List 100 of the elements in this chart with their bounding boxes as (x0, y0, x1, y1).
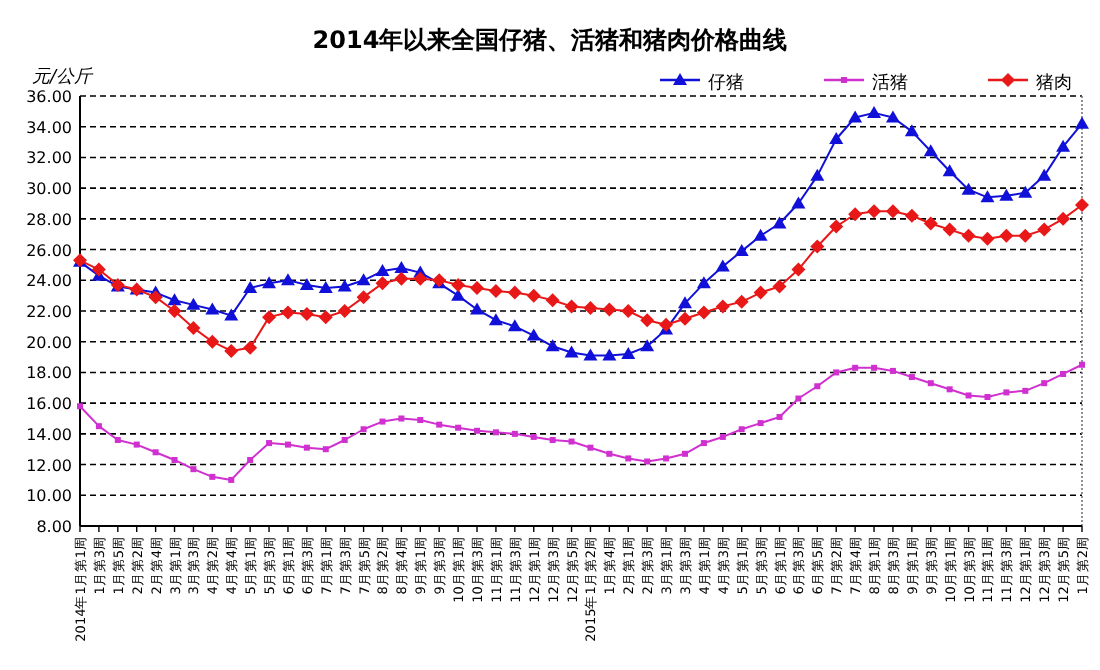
point (262, 276, 277, 289)
point (1018, 185, 1033, 198)
point (904, 208, 919, 223)
y-tick-label: 28.00 (26, 210, 72, 229)
point (451, 288, 466, 301)
point (224, 308, 239, 321)
point (965, 392, 972, 399)
point (322, 446, 329, 453)
y-tick-label: 24.00 (26, 272, 72, 291)
point (999, 228, 1014, 243)
point (961, 228, 976, 243)
point (526, 288, 541, 303)
point (318, 280, 333, 293)
point (205, 302, 220, 315)
point (436, 421, 443, 428)
point (243, 280, 258, 293)
point (530, 433, 537, 440)
point (152, 449, 159, 456)
y-tick-label: 34.00 (26, 118, 72, 137)
y-tick-label: 12.00 (26, 456, 72, 475)
point (681, 450, 688, 457)
point (753, 285, 768, 300)
y-tick-label: 18.00 (26, 364, 72, 383)
y-tick-label: 20.00 (26, 333, 72, 352)
point (247, 456, 254, 463)
point (280, 273, 295, 286)
point (640, 313, 655, 328)
point (583, 348, 598, 361)
y-tick-label: 14.00 (26, 425, 72, 444)
y-tick-label: 26.00 (26, 241, 72, 260)
point (772, 279, 787, 294)
point (1018, 228, 1033, 243)
point (266, 440, 273, 447)
point (1056, 211, 1071, 226)
point (356, 290, 371, 305)
point (848, 207, 863, 222)
point (885, 204, 900, 219)
point (602, 302, 617, 317)
point (451, 277, 466, 292)
point (398, 415, 405, 422)
point (980, 231, 995, 246)
point (564, 345, 579, 358)
point (889, 367, 896, 374)
point (715, 299, 730, 314)
point (738, 426, 745, 433)
point (205, 334, 220, 349)
point (696, 276, 711, 289)
point (776, 413, 783, 420)
point (810, 239, 825, 254)
legend-label: 活猪 (872, 72, 908, 94)
point (810, 168, 825, 181)
point (1060, 370, 1067, 377)
point (772, 216, 787, 229)
point (852, 364, 859, 371)
chart-title: 2014年以来全国仔猪、活猪和猪肉价格曲线 (312, 26, 788, 54)
y-tick-label: 36.00 (26, 88, 72, 106)
y-tick-label: 10.00 (26, 487, 72, 506)
y-tick-label: 22.00 (26, 303, 72, 321)
point (507, 319, 522, 332)
point (908, 374, 915, 381)
point (492, 429, 499, 436)
point (526, 328, 541, 341)
point (356, 273, 371, 286)
point (734, 294, 749, 309)
point (114, 437, 121, 443)
point (549, 437, 556, 443)
point (1022, 387, 1029, 394)
point (1075, 198, 1089, 213)
y-axis-title: 元/公斤 (32, 66, 95, 88)
point (77, 403, 83, 410)
point (545, 293, 560, 308)
point (867, 105, 882, 118)
point (867, 204, 882, 219)
point (700, 440, 707, 447)
point (148, 290, 163, 305)
point (470, 302, 485, 315)
point (91, 262, 106, 277)
point (885, 110, 900, 123)
point (829, 219, 844, 234)
point (1003, 389, 1010, 396)
point (640, 339, 655, 352)
point (167, 293, 182, 306)
point (621, 347, 636, 359)
point (829, 132, 844, 144)
point (375, 276, 390, 291)
point (488, 313, 503, 326)
point (545, 339, 560, 352)
point (360, 426, 367, 433)
point (413, 271, 428, 286)
point (583, 300, 598, 315)
point (186, 320, 201, 335)
point (1037, 222, 1052, 237)
point (379, 418, 386, 425)
point (791, 262, 806, 277)
point (719, 433, 726, 440)
point (621, 304, 636, 318)
point (417, 417, 424, 424)
point (133, 441, 140, 448)
point (677, 311, 692, 326)
point (715, 259, 730, 272)
